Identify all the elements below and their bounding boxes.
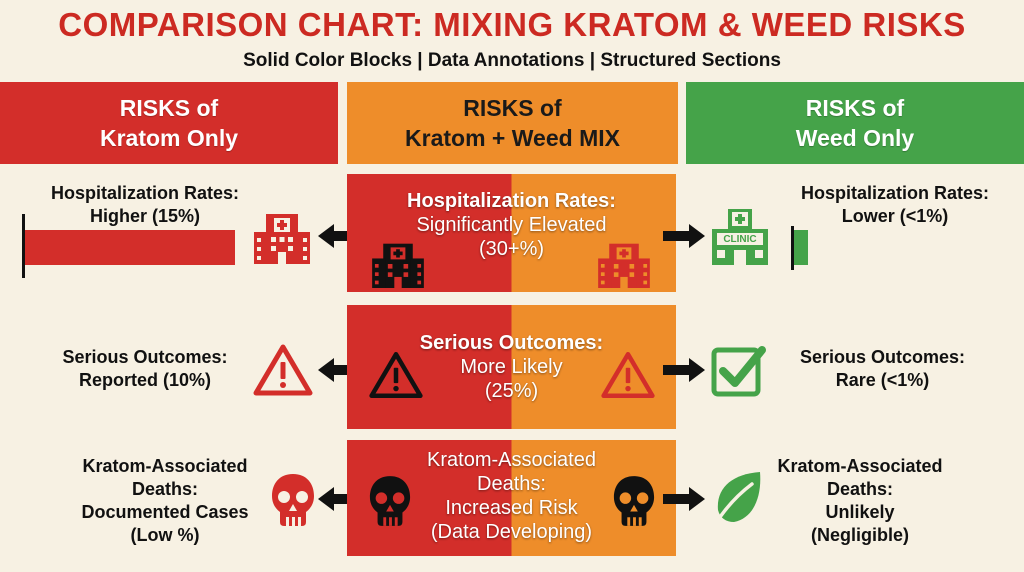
deaths-left-line2: Deaths:: [131, 479, 198, 499]
skull-icon: [270, 472, 316, 528]
hospitalization-mix-label: Hospitalization Rates:: [407, 190, 616, 212]
serious-left-text: Serious Outcomes: Reported (10%): [40, 346, 250, 392]
clinic-icon: [710, 207, 770, 267]
deaths-left-line3: Documented Cases: [81, 502, 249, 522]
deaths-left-text: Kratom-Associated Deaths: Documented Cas…: [60, 455, 270, 547]
arrow-left-icon: [318, 224, 360, 248]
serious-right-label: Serious Outcomes:: [799, 347, 966, 367]
arrow-left-icon: [318, 358, 360, 382]
deaths-right-text: Kratom-Associated Deaths: Unlikely (Negl…: [755, 455, 965, 547]
hospitalization-right-value: Lower (<1%): [841, 206, 949, 226]
serious-mix-percent: (25%): [484, 380, 539, 402]
deaths-mix-line3: Increased Risk: [445, 497, 578, 519]
hospitalization-mix-value: Significantly Elevated: [416, 214, 607, 236]
serious-left-label: Serious Outcomes:: [62, 347, 228, 367]
serious-mix-label: Serious Outcomes:: [419, 332, 604, 354]
header-line1: RISKS of: [119, 95, 219, 121]
arrow-right-icon: [663, 487, 705, 511]
warning-icon: [252, 343, 314, 397]
leaf-icon: [710, 470, 764, 528]
warning-icon: [600, 350, 656, 400]
header-line2: Weed Only: [795, 125, 915, 151]
deaths-right-line1: Kratom-Associated: [777, 456, 943, 476]
hospital-icon: [596, 240, 652, 288]
deaths-mix-line2: Deaths:: [477, 473, 546, 495]
hospitalization-left-value: Higher (15%): [89, 206, 201, 226]
header-weed-only: RISKS of Weed Only: [686, 82, 1024, 164]
deaths-right-line3: Unlikely: [825, 502, 895, 522]
hospitalization-bar-weed: [794, 230, 808, 265]
hospitalization-right-label: Hospitalization Rates:: [800, 183, 990, 203]
serious-left-value: Reported (10%): [78, 370, 212, 390]
arrow-right-icon: [663, 358, 705, 382]
deaths-right-line4: (Negligible): [811, 525, 909, 545]
header-kratom-weed-mix: RISKS of Kratom + Weed MIX: [347, 82, 678, 164]
header-line1: RISKS of: [463, 95, 562, 121]
serious-mix-value: More Likely: [460, 356, 563, 378]
bar-axis-right: [791, 226, 794, 270]
deaths-right-line2: Deaths:: [826, 479, 893, 499]
hospitalization-bar-kratom: [25, 230, 235, 265]
hospital-icon: [370, 240, 426, 288]
hospitalization-left-label: Hospitalization Rates:: [50, 183, 240, 203]
clinic-sign: CLINIC: [723, 234, 757, 245]
skull-icon: [612, 474, 656, 528]
warning-icon: [368, 350, 424, 400]
header-line2: Kratom Only: [99, 125, 239, 151]
arrow-left-icon: [318, 487, 360, 511]
hospitalization-mix-percent: (30+%): [478, 238, 545, 260]
hospitalization-right-text: Hospitalization Rates: Lower (<1%): [770, 182, 1020, 228]
chart-subtitle: Solid Color Blocks | Data Annotations | …: [243, 50, 781, 71]
skull-icon: [368, 474, 412, 528]
bar-axis-left: [22, 214, 25, 278]
deaths-left-line4: (Low %): [130, 525, 200, 545]
deaths-mix-line4: (Data Developing): [430, 521, 593, 543]
serious-right-text: Serious Outcomes: Rare (<1%): [775, 346, 990, 392]
checkmark-icon: [710, 342, 768, 398]
chart-title: COMPARISON CHART: MIXING KRATOM & WEED R…: [58, 6, 966, 43]
arrow-right-icon: [663, 224, 705, 248]
header-kratom-only: RISKS of Kratom Only: [0, 82, 338, 164]
deaths-left-line1: Kratom-Associated: [82, 456, 248, 476]
header-line2: Kratom + Weed MIX: [405, 125, 620, 151]
hospitalization-left-text: Hospitalization Rates: Higher (15%): [20, 182, 270, 228]
serious-right-value: Rare (<1%): [835, 370, 930, 390]
hospital-icon: [252, 208, 312, 266]
header-line1: RISKS of: [805, 95, 905, 121]
deaths-mix-line1: Kratom-Associated: [427, 449, 596, 471]
